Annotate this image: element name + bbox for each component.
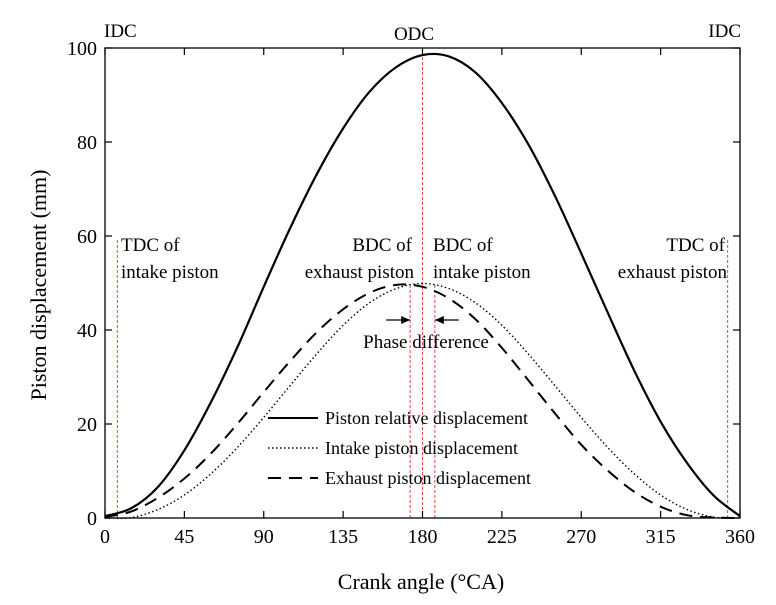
x-tick-label-225: 225 (487, 526, 517, 548)
top-label-center: ODC (394, 24, 434, 45)
phase-arrow-left-head (401, 316, 411, 324)
annot-tdc-intake-line2: intake piston (121, 262, 219, 283)
y-tick-label-100: 100 (67, 38, 97, 60)
y-axis-title: Piston displacement (mm) (26, 170, 51, 401)
x-tick-label-270: 270 (566, 526, 596, 548)
x-tick-label-180: 180 (408, 526, 438, 548)
x-tick-label-360: 360 (725, 526, 755, 548)
y-tick-label-40: 40 (77, 320, 97, 342)
legend-label-exhaust: Exhaust piston displacement (325, 468, 531, 488)
legend-label-relative: Piston relative displacement (325, 408, 528, 428)
y-tick-label-60: 60 (77, 226, 97, 248)
x-tick-label-45: 45 (174, 526, 194, 548)
legend: Piston relative displacement Intake pist… (268, 408, 531, 488)
series-lines (104, 52, 741, 519)
phase-difference-arrows (386, 316, 459, 324)
y-tick-label-0: 0 (87, 508, 97, 530)
x-tick-label-315: 315 (646, 526, 676, 548)
annot-tdc-exhaust-line1: TDC of (666, 235, 725, 256)
phase-arrow-right-head (434, 316, 444, 324)
legend-label-intake: Intake piston displacement (325, 438, 518, 458)
phase-difference-label: Phase difference (363, 332, 489, 353)
annot-tdc-exhaust-line2: exhaust piston (618, 262, 728, 283)
annot-bdc-intake-line1: BDC of (433, 235, 493, 256)
x-tick-label-135: 135 (328, 526, 358, 548)
annot-bdc-exhaust-line2: exhaust piston (305, 262, 415, 283)
series-line-2 (104, 283, 741, 519)
x-tick-label-90: 90 (254, 526, 274, 548)
top-label-right: IDC (708, 21, 741, 42)
annot-tdc-intake-line1: TDC of (121, 235, 180, 256)
series-line-1 (104, 282, 741, 519)
top-label-left: IDC (104, 21, 137, 42)
x-tick-label-0: 0 (100, 526, 110, 548)
x-axis-title: Crank angle (°CA) (338, 569, 504, 594)
y-tick-label-20: 20 (77, 414, 97, 436)
y-tick-label-80: 80 (77, 132, 97, 154)
annot-bdc-intake-line2: intake piston (433, 262, 531, 283)
series-line-0 (104, 52, 741, 518)
annot-bdc-exhaust-line1: BDC of (352, 235, 412, 256)
ticks: 0 45 90 135 180 225 270 315 360 0 20 40 60 80 100 (67, 38, 755, 548)
